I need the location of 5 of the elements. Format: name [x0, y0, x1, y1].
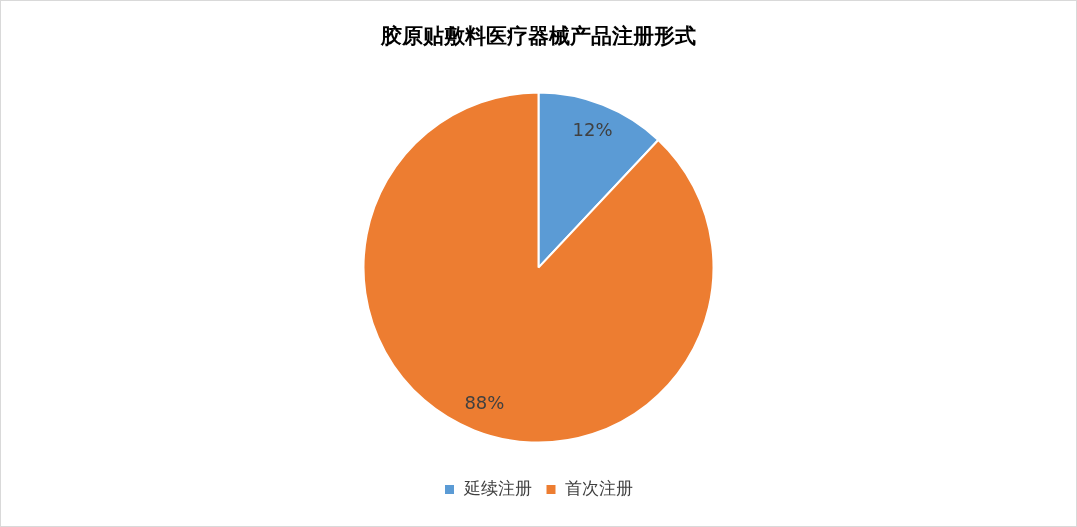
data-label: 88%	[464, 391, 505, 413]
chart-title: 胶原贴敷料医疗器械产品注册形式	[380, 24, 696, 49]
legend-label: 首次注册	[565, 477, 633, 498]
legend-label: 延续注册	[462, 477, 532, 498]
data-label: 12%	[572, 118, 613, 140]
